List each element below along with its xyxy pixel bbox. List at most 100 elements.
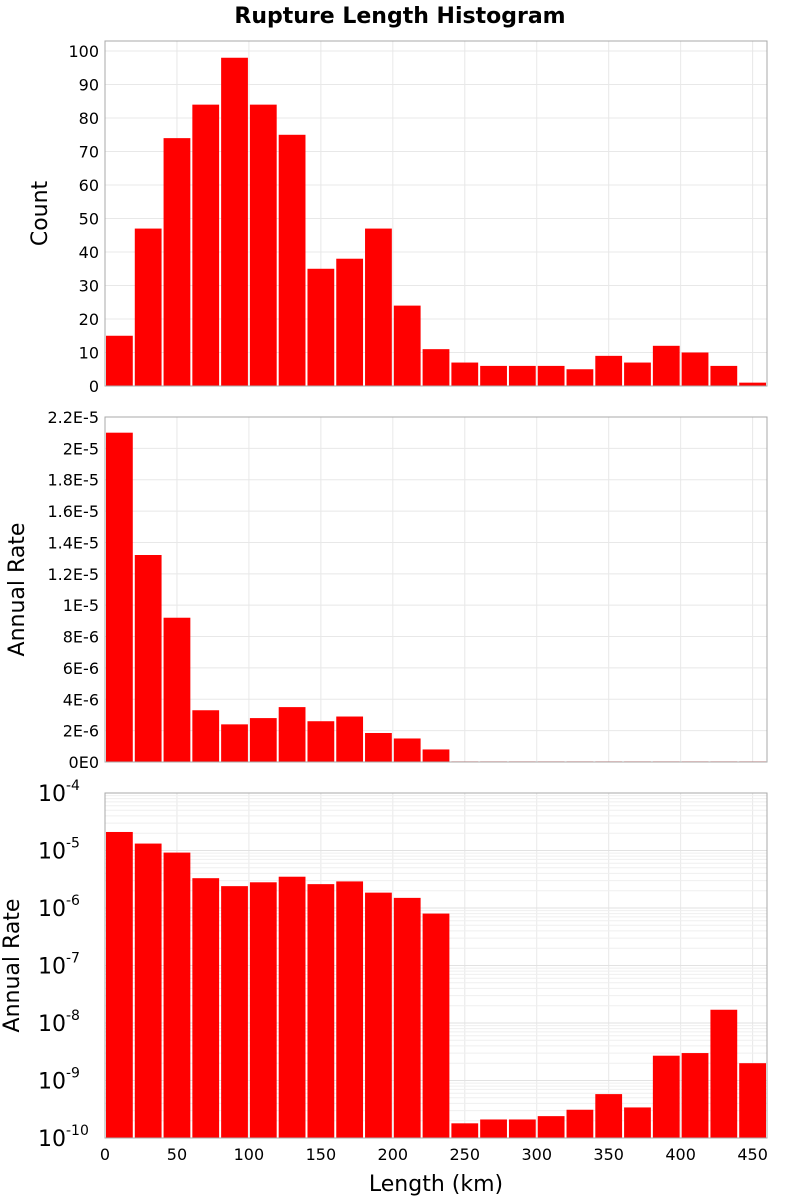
histogram-bar bbox=[739, 1063, 766, 1138]
y-tick-label: 1.2E-5 bbox=[47, 565, 99, 584]
histogram-bar bbox=[537, 365, 565, 386]
histogram-bar bbox=[595, 355, 623, 386]
histogram-bar bbox=[192, 104, 220, 386]
histogram-bar bbox=[681, 1053, 709, 1138]
y-tick-label: 2E-5 bbox=[63, 439, 99, 458]
histogram-bar bbox=[249, 718, 277, 762]
y-tick-exponent: -7 bbox=[66, 951, 80, 967]
histogram-bar bbox=[278, 876, 306, 1138]
y-tick-label: 10-7 bbox=[38, 951, 80, 980]
histogram-bar bbox=[393, 897, 421, 1138]
histogram-bar bbox=[508, 365, 536, 386]
y-tick-label: 90 bbox=[79, 76, 99, 95]
y-tick-label: 10-9 bbox=[38, 1066, 80, 1095]
y-axis-label: Annual Rate bbox=[5, 523, 30, 657]
y-tick-base: 10 bbox=[38, 840, 66, 865]
histogram-bar bbox=[739, 382, 766, 386]
y-tick-label: 1.4E-5 bbox=[47, 533, 99, 552]
histogram-bar bbox=[508, 1119, 536, 1138]
y-tick-label: 2E-6 bbox=[63, 722, 99, 741]
y-tick-label: 30 bbox=[79, 277, 99, 296]
y-tick-label: 8E-6 bbox=[63, 628, 99, 647]
x-tick-label: 50 bbox=[167, 1145, 187, 1164]
histogram-bar bbox=[422, 913, 450, 1138]
histogram-bar bbox=[307, 884, 335, 1138]
y-tick-exponent: -4 bbox=[66, 778, 80, 794]
y-tick-label: 10-8 bbox=[38, 1008, 80, 1037]
histogram-bar bbox=[624, 362, 651, 386]
histogram-bar bbox=[192, 710, 220, 762]
y-tick-label: 10 bbox=[79, 344, 99, 363]
x-tick-label: 0 bbox=[100, 1145, 110, 1164]
histogram-bar bbox=[192, 878, 220, 1138]
histogram-bar bbox=[681, 352, 709, 386]
histogram-bar bbox=[393, 738, 421, 762]
histogram-bar bbox=[221, 57, 248, 387]
y-tick-base: 10 bbox=[38, 955, 66, 980]
y-tick-base: 10 bbox=[38, 782, 66, 807]
y-tick-label: 0E0 bbox=[69, 753, 99, 772]
y-tick-base: 10 bbox=[38, 1012, 66, 1037]
x-axis-label: Length (km) bbox=[369, 1172, 503, 1197]
histogram-bar bbox=[221, 886, 248, 1138]
histogram-bar bbox=[393, 305, 421, 386]
histogram-bar bbox=[336, 881, 364, 1138]
histogram-bar bbox=[134, 555, 162, 762]
x-tick-label: 300 bbox=[521, 1145, 552, 1164]
x-tick-label: 450 bbox=[737, 1145, 768, 1164]
histogram-bar bbox=[336, 258, 364, 386]
annual-rate-linear-panel: 0E0 2E-6 4E-6 6E-6 8E-6 1E-5 1.2E-5 1.4E-5 1.6E-… bbox=[5, 408, 768, 772]
y-tick-label: 40 bbox=[79, 243, 99, 262]
histogram-bar bbox=[537, 1116, 565, 1138]
histogram-bar bbox=[163, 617, 191, 762]
y-axis-label: Annual Rate bbox=[0, 899, 25, 1033]
y-tick-base: 10 bbox=[38, 1127, 66, 1152]
histogram-bar bbox=[278, 707, 306, 762]
histogram-bar bbox=[249, 882, 277, 1138]
y-tick-label: 10-10 bbox=[38, 1123, 89, 1152]
histogram-bar bbox=[710, 1009, 738, 1138]
y-axis-label: Count bbox=[28, 180, 53, 246]
histogram-bar bbox=[710, 365, 738, 386]
histogram-bar bbox=[163, 852, 191, 1138]
histogram-bar bbox=[566, 1109, 594, 1138]
histogram-bar bbox=[624, 1107, 651, 1138]
x-tick-label: 200 bbox=[378, 1145, 409, 1164]
histogram-bar bbox=[249, 104, 277, 386]
plot-frame bbox=[104, 792, 768, 1139]
histogram-bar bbox=[336, 716, 364, 762]
y-tick-label: 4E-6 bbox=[63, 690, 99, 709]
histogram-bar bbox=[566, 369, 594, 386]
histogram-bar bbox=[480, 365, 507, 386]
x-axis: 0 50 100 150 200 250 300 350 400 450 bbox=[100, 1145, 768, 1164]
x-tick-label: 400 bbox=[665, 1145, 696, 1164]
y-tick-label: 1E-5 bbox=[63, 596, 99, 615]
y-tick-label: 1.6E-5 bbox=[47, 502, 99, 521]
histogram-bar bbox=[307, 721, 335, 762]
y-tick-exponent: -9 bbox=[66, 1066, 80, 1082]
histogram-bar bbox=[163, 138, 191, 386]
histogram-bar bbox=[652, 345, 680, 386]
histogram-bar bbox=[422, 349, 450, 386]
histogram-bar bbox=[134, 228, 162, 386]
y-tick-label: 0 bbox=[89, 377, 99, 396]
histogram-bar bbox=[106, 432, 133, 762]
histogram-bar bbox=[365, 228, 392, 386]
x-tick-label: 350 bbox=[593, 1145, 624, 1164]
histogram-bar bbox=[307, 268, 335, 386]
y-tick-label: 10-4 bbox=[38, 778, 80, 807]
y-tick-label: 50 bbox=[79, 210, 99, 229]
histogram-bar bbox=[451, 362, 479, 386]
y-tick-base: 10 bbox=[38, 897, 66, 922]
histogram-bar bbox=[365, 732, 392, 762]
y-tick-exponent: -8 bbox=[66, 1008, 80, 1024]
plot-frame bbox=[104, 40, 768, 387]
histogram-bar bbox=[106, 335, 133, 386]
y-tick-label: 60 bbox=[79, 176, 99, 195]
histogram-bar bbox=[595, 1094, 623, 1138]
y-tick-label: 100 bbox=[68, 42, 99, 61]
y-tick-label: 6E-6 bbox=[63, 659, 99, 678]
y-tick-label: 80 bbox=[79, 109, 99, 128]
histogram-bar bbox=[480, 1119, 507, 1138]
